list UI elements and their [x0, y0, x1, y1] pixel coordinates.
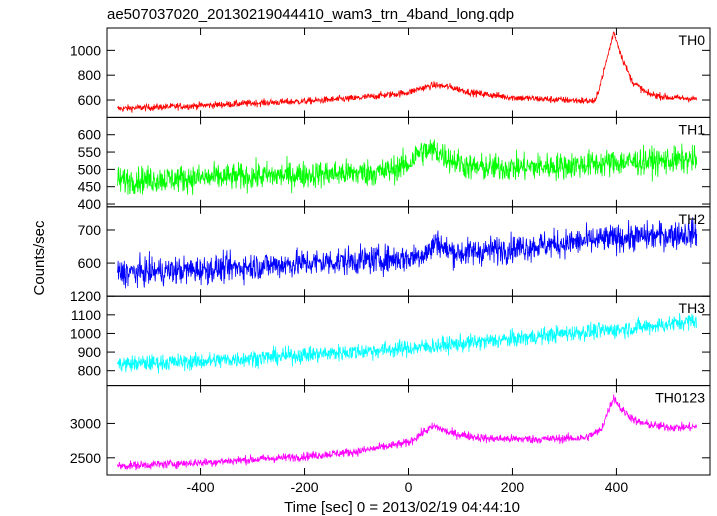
x-tick-label: 200 [501, 479, 525, 495]
y-tick-label: 600 [78, 92, 102, 108]
panel-label: TH3 [679, 300, 706, 316]
y-tick-label: 800 [78, 67, 102, 83]
y-tick-label: 700 [78, 222, 102, 238]
panel-label: TH0123 [655, 390, 705, 406]
y-tick-label: 600 [78, 127, 102, 143]
y-tick-label: 550 [78, 144, 102, 160]
y-tick-label: 400 [78, 196, 102, 212]
panel-th2: 600 700 TH2 [78, 206, 711, 297]
panel-th0: 600 800 1000 TH0 [70, 27, 711, 118]
y-tick-label: 1100 [71, 307, 101, 323]
panel-th0123: 2500 3000 TH0123 -400 -200 0 200 400 [70, 385, 711, 495]
panel-label: TH0 [679, 32, 706, 48]
chart-title: ae507037020_20130219044410_wam3_trn_4ban… [107, 6, 514, 23]
x-axis-label: Time [sec] 0 = 2013/02/19 04:44:10 [284, 499, 520, 516]
y-tick-label: 1200 [70, 288, 101, 304]
series-line-th0123 [117, 394, 698, 471]
series-line-th2 [117, 217, 698, 289]
series-line-th0 [117, 31, 698, 113]
panel-label: TH1 [679, 121, 706, 137]
series-line-th1 [117, 139, 698, 195]
y-tick-label: 500 [78, 161, 102, 177]
y-axis-label: Counts/sec [31, 220, 48, 296]
x-tick-label: -400 [187, 479, 215, 495]
panel-frame [106, 27, 711, 118]
panel-frame [106, 116, 711, 208]
y-tick-label: 800 [78, 363, 102, 379]
panel-frame [106, 295, 711, 387]
y-tick-label: 1000 [70, 42, 101, 58]
y-tick-label: 600 [78, 255, 102, 271]
y-tick-label: 3000 [70, 415, 101, 431]
series-line-th3 [117, 313, 698, 374]
y-tick-label: 900 [78, 344, 102, 360]
y-tick-label: 450 [78, 179, 102, 195]
y-tick-label: 1000 [70, 325, 101, 341]
x-tick-label: -200 [291, 479, 319, 495]
panel-th3: 800 900 1000 1100 1200 TH3 [70, 288, 711, 387]
x-tick-label: 0 [405, 479, 413, 495]
x-tick-label: 400 [605, 479, 629, 495]
panel-frame [106, 385, 711, 476]
y-tick-label: 2500 [70, 450, 101, 466]
panel-label: TH2 [679, 211, 706, 227]
